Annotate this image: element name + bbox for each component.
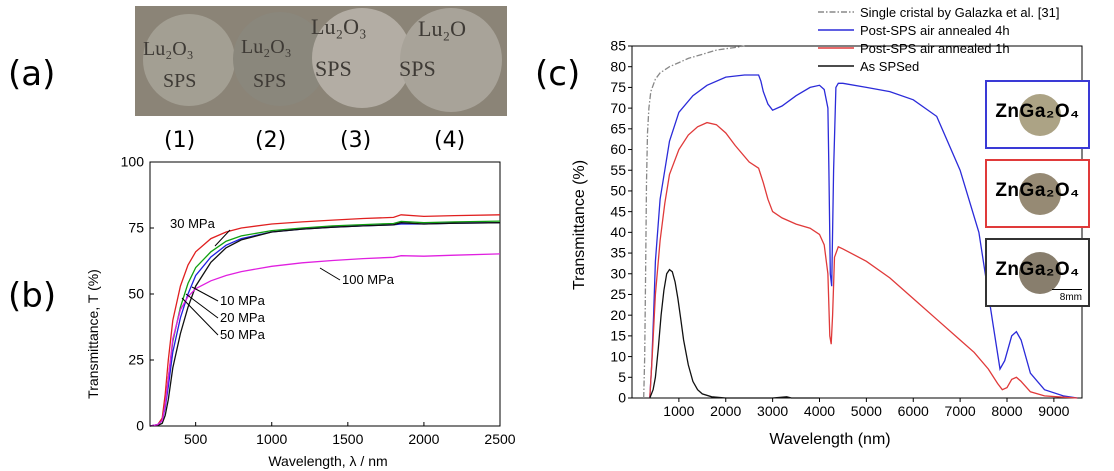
x-tick-label-3000: 3000 [757, 403, 788, 419]
chart-c: 1000 2000 3000 4000 5000 6000 7000 8000 9000 0 5 10… [571, 5, 1083, 448]
sample-photo-strip: Lu₂O₃ SPS Lu₂O₃ SPS Lu₂O₃ SPS Lu₂O SPS [135, 6, 507, 116]
y-tick-label-15: 15 [610, 328, 626, 344]
y-tick-label-50: 50 [610, 183, 626, 199]
label-50mpa: 50 MPa [220, 327, 266, 342]
y-tick-label-65: 65 [610, 120, 626, 136]
pointer-20mpa [185, 293, 219, 319]
x-tick-label-1000: 1000 [663, 403, 694, 419]
y-tick-label-70: 70 [610, 100, 626, 116]
label-100mpa: 100 MPa [342, 272, 395, 287]
series-line-single-cristal-by-galazka-et-al-31 [643, 45, 745, 399]
inset-label-2: ZnGa₂O₄ [995, 180, 1080, 201]
y-tick-label-25: 25 [610, 286, 626, 302]
legend-label-post-sps-air-annealed-1h: Post-SPS air annealed 1h [860, 41, 1010, 56]
pointer-50mpa [181, 297, 219, 336]
series-line-as-spsed [649, 268, 820, 399]
y-tick-label-0: 0 [618, 390, 626, 406]
chart-b-y-label: Transmittance, T (%) [85, 269, 101, 399]
y-tick-label-60: 60 [610, 141, 626, 157]
x-tick-label-1500: 1500 [332, 431, 363, 447]
chart-c-y-label: Transmittance (%) [571, 160, 588, 290]
x-tick-label-5000: 5000 [851, 403, 882, 419]
series-line-10-mpa [149, 220, 501, 427]
panel-b-label: (b) [8, 276, 57, 316]
panel-a-label: (a) [8, 54, 56, 94]
sample-number-2: (2) [255, 128, 287, 153]
sample-disc-1 [143, 14, 235, 106]
x-tick-label-500: 500 [184, 431, 208, 447]
sample-2-sps: SPS [253, 70, 287, 92]
y-tick-label-75: 75 [610, 79, 626, 95]
pointer-100mpa [319, 267, 341, 281]
y-tick-label-30: 30 [610, 265, 626, 281]
inset-label-3: ZnGa₂O₄ [995, 259, 1080, 280]
sample-3-formula: Lu₂O₃ [311, 14, 367, 39]
x-tick-label-2000: 2000 [408, 431, 439, 447]
inset-sample-1: ZnGa₂O₄ [985, 80, 1090, 149]
y-tick-label-45: 45 [610, 203, 626, 219]
sample-disc-4 [400, 8, 502, 112]
series-line-30-mpa [149, 214, 501, 427]
pointer-30mpa [214, 229, 231, 247]
sample-4-sps: SPS [399, 56, 436, 81]
y-tick-label-100: 100 [121, 154, 145, 170]
y-tick-label-5: 5 [618, 369, 626, 385]
series-line-20-mpa [149, 222, 501, 427]
sample-1-formula: Lu₂O₃ [143, 38, 194, 60]
y-tick-label-50: 50 [128, 286, 144, 302]
legend-label-as-spsed: As SPSed [860, 59, 919, 74]
scale-bar [1052, 289, 1082, 290]
x-tick-label-1000: 1000 [256, 431, 287, 447]
series-line-100-mpa [149, 253, 501, 427]
sample-4-formula: Lu₂O [418, 16, 466, 41]
series-line-post-sps-air-annealed-1h [649, 121, 1078, 399]
sample-disc-3 [312, 8, 412, 108]
y-tick-label-75: 75 [128, 220, 144, 236]
label-10mpa: 10 MPa [220, 293, 266, 308]
inset-disc-3 [1019, 252, 1061, 294]
x-tick-label-6000: 6000 [898, 403, 929, 419]
series-line-post-sps-air-annealed-4h [649, 74, 1078, 399]
sample-2-formula: Lu₂O₃ [241, 36, 292, 58]
x-tick-label-2500: 2500 [484, 431, 515, 447]
y-tick-label-10: 10 [610, 348, 626, 364]
scale-bar-label: 8mm [1059, 292, 1082, 303]
label-20mpa: 20 MPa [220, 310, 266, 325]
chart-b: 500 1000 1500 2000 2500 0 25 50 75 100 Wavelength… [85, 154, 516, 469]
inset-label-1: ZnGa₂O₄ [995, 101, 1080, 122]
chart-c-x-label: Wavelength (nm) [769, 431, 890, 448]
legend-label-single-cristal-by-galazka-et-al-31: Single cristal by Galazka et al. [31] [860, 5, 1059, 20]
legend-label-post-sps-air-annealed-4h: Post-SPS air annealed 4h [860, 23, 1010, 38]
chart-b-x-label: Wavelength, λ / nm [268, 453, 387, 469]
y-tick-label-0: 0 [136, 418, 144, 434]
y-tick-label-80: 80 [610, 58, 626, 74]
y-tick-label-20: 20 [610, 307, 626, 323]
sample-3-sps: SPS [315, 56, 352, 81]
label-30mpa: 30 MPa [170, 216, 216, 231]
inset-sample-2: ZnGa₂O₄ [985, 159, 1090, 228]
x-tick-label-7000: 7000 [945, 403, 976, 419]
y-tick-label-55: 55 [610, 162, 626, 178]
sample-number-1: (1) [164, 128, 196, 153]
sample-number-4: (4) [434, 128, 466, 153]
inset-disc-2 [1019, 173, 1061, 215]
y-tick-label-40: 40 [610, 224, 626, 240]
pointer-10mpa [191, 286, 219, 302]
x-tick-label-8000: 8000 [991, 403, 1022, 419]
y-tick-label-25: 25 [128, 352, 144, 368]
x-tick-label-4000: 4000 [804, 403, 835, 419]
panel-c-label: (c) [535, 54, 581, 94]
x-tick-label-2000: 2000 [710, 403, 741, 419]
inset-disc-1 [1019, 94, 1061, 136]
series-line-50-mpa [149, 222, 501, 427]
x-tick-label-9000: 9000 [1038, 403, 1069, 419]
sample-1-sps: SPS [163, 70, 197, 92]
y-tick-label-85: 85 [610, 38, 626, 54]
sample-disc-2 [233, 12, 327, 106]
inset-sample-3: ZnGa₂O₄ 8mm [985, 238, 1090, 307]
chart-b-plot-frame [149, 161, 501, 427]
y-tick-label-35: 35 [610, 245, 626, 261]
sample-number-3: (3) [340, 128, 372, 153]
